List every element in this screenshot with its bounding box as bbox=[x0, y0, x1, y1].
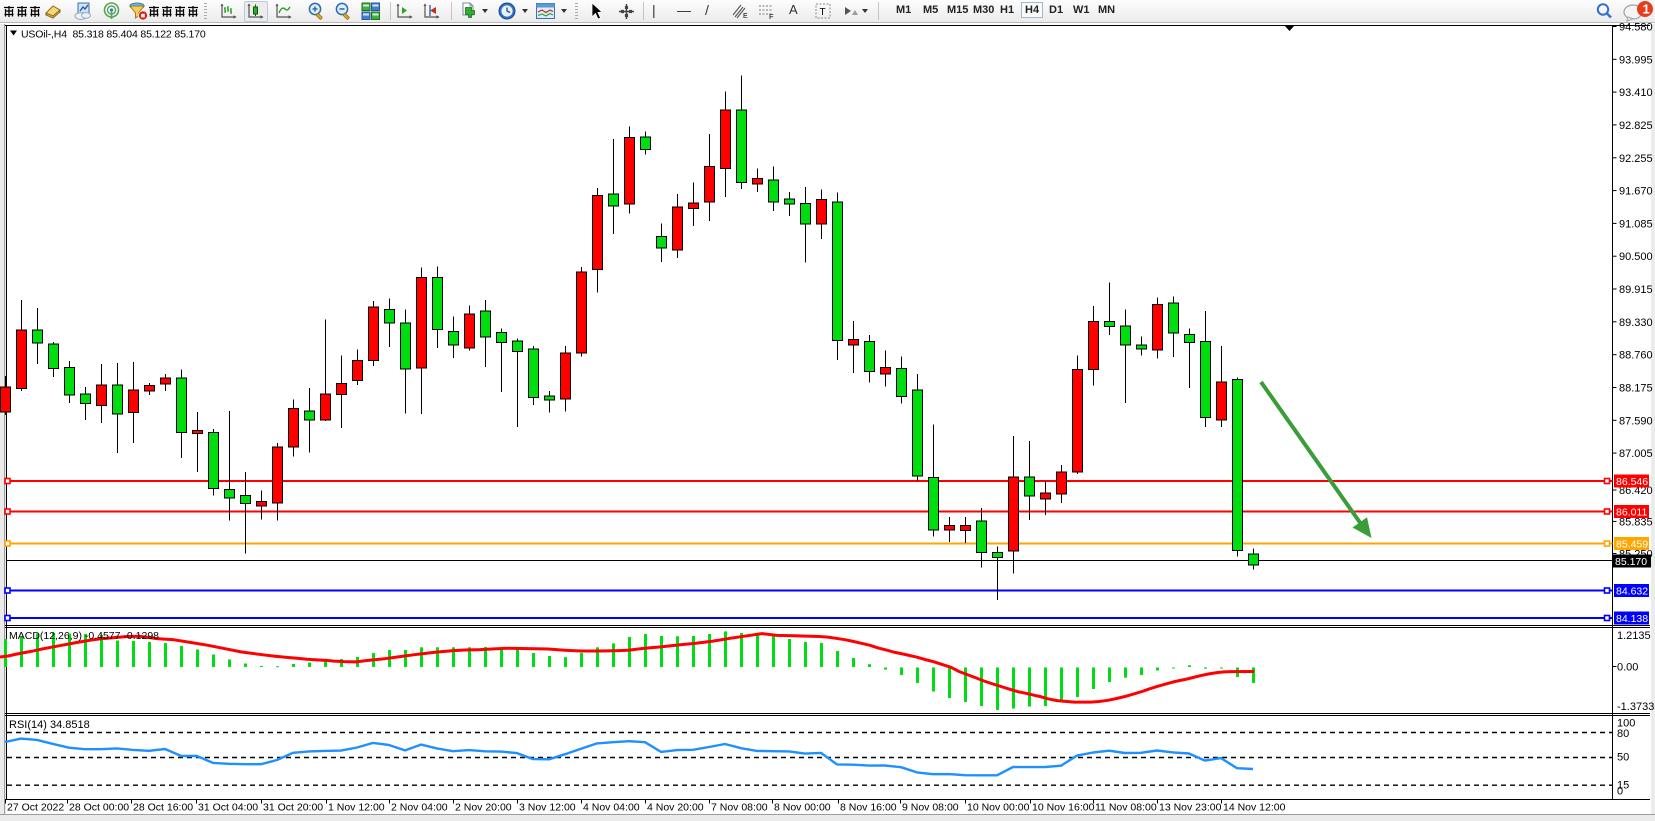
svg-text:89.330: 89.330 bbox=[1619, 317, 1653, 329]
svg-text:88.760: 88.760 bbox=[1619, 350, 1653, 362]
svg-text:27 Oct 2022: 27 Oct 2022 bbox=[7, 802, 64, 814]
svg-text:28 Oct 00:00: 28 Oct 00:00 bbox=[69, 802, 129, 814]
svg-text:86.546: 86.546 bbox=[1616, 476, 1648, 488]
svg-text:85.170: 85.170 bbox=[1615, 556, 1647, 568]
svg-text:90.500: 90.500 bbox=[1619, 251, 1653, 263]
svg-text:100: 100 bbox=[1617, 718, 1635, 730]
svg-text:3 Nov 12:00: 3 Nov 12:00 bbox=[519, 802, 576, 814]
svg-text:91.670: 91.670 bbox=[1619, 186, 1653, 198]
svg-text:28 Oct 16:00: 28 Oct 16:00 bbox=[133, 802, 193, 814]
svg-text:93.995: 93.995 bbox=[1619, 54, 1653, 66]
svg-text:0: 0 bbox=[1617, 786, 1623, 798]
svg-text:8 Nov 16:00: 8 Nov 16:00 bbox=[840, 802, 897, 814]
svg-text:84.138: 84.138 bbox=[1616, 613, 1648, 625]
svg-text:RSI(14) 34.8518: RSI(14) 34.8518 bbox=[9, 719, 90, 731]
svg-text:13 Nov 23:00: 13 Nov 23:00 bbox=[1159, 802, 1222, 814]
svg-text:9 Nov 08:00: 9 Nov 08:00 bbox=[902, 802, 959, 814]
svg-text:85.835: 85.835 bbox=[1619, 516, 1653, 528]
svg-text:31 Oct 20:00: 31 Oct 20:00 bbox=[263, 802, 323, 814]
svg-text:10 Nov 00:00: 10 Nov 00:00 bbox=[967, 802, 1030, 814]
svg-text:85.459: 85.459 bbox=[1616, 539, 1648, 551]
svg-text:USOil-,H4 85.318 85.404 85.12: USOil-,H4 85.318 85.404 85.122 85.170 bbox=[21, 29, 206, 41]
svg-text:-1.3733: -1.3733 bbox=[1617, 701, 1654, 713]
svg-text:10 Nov 16:00: 10 Nov 16:00 bbox=[1032, 802, 1095, 814]
svg-text:87.005: 87.005 bbox=[1619, 448, 1653, 460]
svg-text:F: F bbox=[769, 12, 774, 20]
svg-text:4 Nov 20:00: 4 Nov 20:00 bbox=[647, 802, 704, 814]
svg-text:86.011: 86.011 bbox=[1616, 507, 1647, 519]
svg-text:86.420: 86.420 bbox=[1619, 485, 1653, 497]
svg-text:89.915: 89.915 bbox=[1619, 284, 1653, 296]
svg-text:14 Nov 12:00: 14 Nov 12:00 bbox=[1223, 802, 1286, 814]
svg-text:91.085: 91.085 bbox=[1619, 218, 1653, 230]
svg-text:4 Nov 04:00: 4 Nov 04:00 bbox=[583, 802, 640, 814]
svg-text:1.2135: 1.2135 bbox=[1617, 630, 1651, 642]
svg-text:E: E bbox=[743, 13, 748, 20]
svg-text:8 Nov 00:00: 8 Nov 00:00 bbox=[774, 802, 831, 814]
svg-text:1 Nov 12:00: 1 Nov 12:00 bbox=[328, 802, 385, 814]
svg-text:T: T bbox=[820, 7, 826, 18]
svg-text:87.590: 87.590 bbox=[1619, 415, 1653, 427]
svg-text:93.410: 93.410 bbox=[1619, 87, 1653, 99]
svg-text:1: 1 bbox=[1643, 2, 1650, 17]
svg-text:92.255: 92.255 bbox=[1619, 153, 1653, 165]
svg-text:80: 80 bbox=[1617, 728, 1629, 740]
svg-text:11 Nov 08:00: 11 Nov 08:00 bbox=[1095, 802, 1157, 814]
svg-text:92.825: 92.825 bbox=[1619, 120, 1653, 132]
svg-text:31 Oct 04:00: 31 Oct 04:00 bbox=[198, 802, 258, 814]
svg-text:0.00: 0.00 bbox=[1617, 662, 1638, 674]
svg-text:84.632: 84.632 bbox=[1616, 586, 1648, 598]
svg-text:94.580: 94.580 bbox=[1619, 22, 1653, 34]
svg-text:2 Nov 20:00: 2 Nov 20:00 bbox=[455, 802, 512, 814]
svg-text:88.175: 88.175 bbox=[1619, 383, 1653, 395]
svg-text:2 Nov 04:00: 2 Nov 04:00 bbox=[391, 802, 448, 814]
svg-text:50: 50 bbox=[1617, 752, 1629, 764]
svg-text:15: 15 bbox=[1617, 780, 1629, 792]
svg-text:7 Nov 08:00: 7 Nov 08:00 bbox=[711, 802, 768, 814]
svg-text:MACD(12,26,9) -0.4577 -0.1298: MACD(12,26,9) -0.4577 -0.1298 bbox=[9, 630, 159, 642]
